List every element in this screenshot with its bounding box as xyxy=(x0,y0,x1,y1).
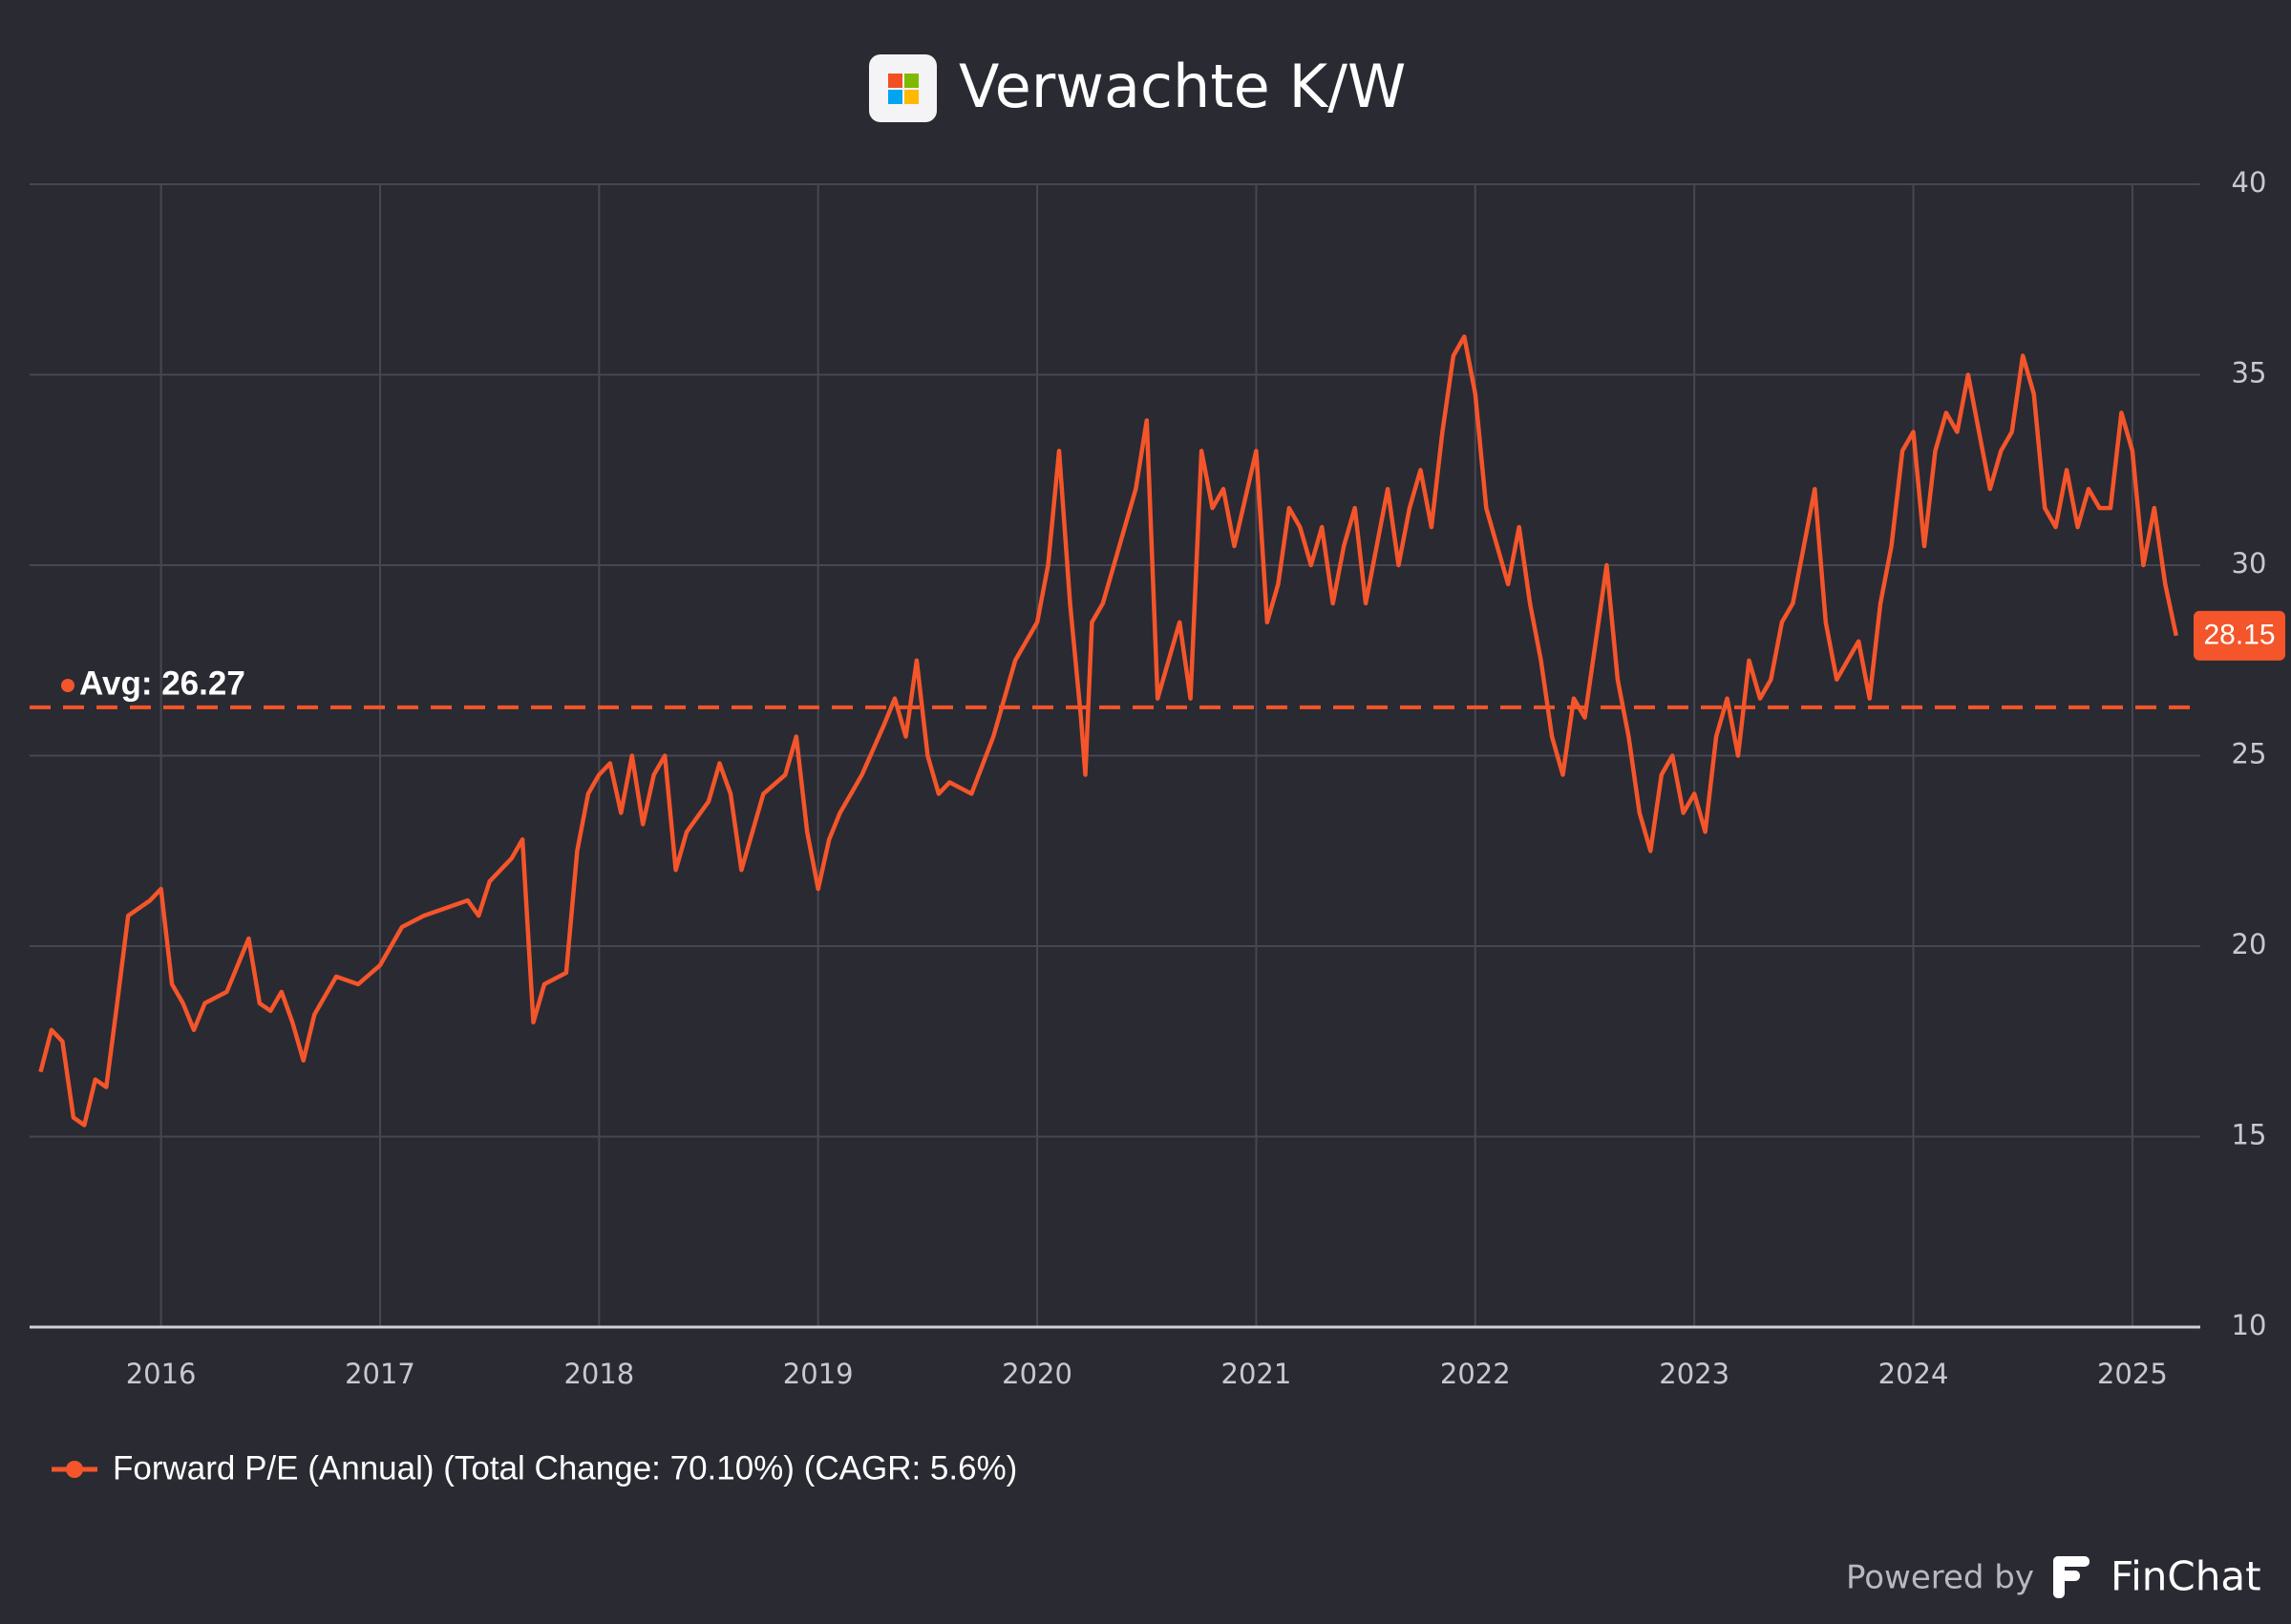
powered-by: Powered by xyxy=(1846,1559,2034,1597)
y-tick-label: 40 xyxy=(2232,166,2267,199)
legend: Forward P/E (Annual) (Total Change: 70.1… xyxy=(52,1449,1017,1487)
y-tick-label: 30 xyxy=(2232,547,2267,580)
y-tick-label: 15 xyxy=(2232,1119,2267,1151)
y-tick-label: 35 xyxy=(2232,357,2267,390)
x-tick-label: 2019 xyxy=(783,1358,854,1390)
ms-logo xyxy=(869,54,937,122)
y-tick-label: 20 xyxy=(2232,928,2267,960)
x-tick-label: 2024 xyxy=(1878,1358,1949,1390)
series-line xyxy=(38,334,2179,1128)
x-tick-label: 2020 xyxy=(1002,1358,1072,1390)
x-tick-label: 2017 xyxy=(345,1358,415,1390)
x-tick-label: 2023 xyxy=(1659,1358,1729,1390)
average-dot xyxy=(61,679,74,692)
finchat-logo xyxy=(2053,1556,2089,1598)
x-tick-label: 2022 xyxy=(1440,1358,1511,1390)
average-label: Avg: 26.27 xyxy=(79,664,245,702)
brand: FinChat xyxy=(2111,1553,2261,1600)
y-tick-label: 25 xyxy=(2232,738,2267,770)
x-tick-label: 2021 xyxy=(1221,1358,1292,1390)
last-value-badge xyxy=(2194,610,2285,661)
legend-label: Forward P/E (Annual) (Total Change: 70.1… xyxy=(113,1449,1017,1487)
chart-title: Verwachte K/W xyxy=(959,52,1406,121)
legend-dot xyxy=(66,1461,83,1478)
last-value-label: 28.15 xyxy=(2203,620,2275,651)
x-tick-label: 2025 xyxy=(2097,1358,2168,1390)
x-tick-label: 2018 xyxy=(563,1358,634,1390)
y-tick-label: 10 xyxy=(2232,1309,2267,1341)
x-tick-label: 2016 xyxy=(126,1358,197,1390)
